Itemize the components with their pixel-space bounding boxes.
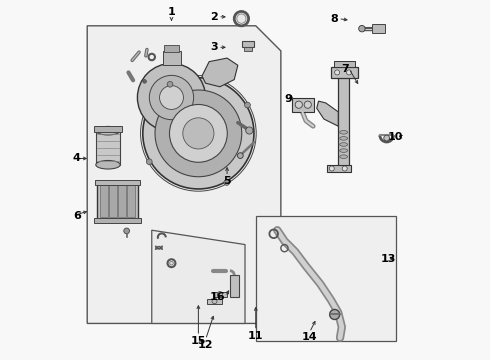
Text: 1: 1 [168,7,175,17]
Text: 9: 9 [284,94,292,104]
Bar [213,292,227,297]
Bar [96,131,120,165]
Ellipse shape [340,155,347,158]
Circle shape [124,228,129,234]
Circle shape [384,135,390,141]
Bar [164,45,179,51]
Ellipse shape [340,143,347,146]
Text: 11: 11 [248,330,264,341]
Bar [118,185,126,217]
Circle shape [147,159,152,165]
Text: 5: 5 [223,176,231,186]
Bar [109,185,117,217]
Circle shape [359,26,365,32]
Text: 14: 14 [302,332,318,342]
Polygon shape [317,101,338,126]
Circle shape [212,299,217,304]
Circle shape [237,14,246,23]
Circle shape [155,90,242,177]
Bar [327,165,351,172]
Bar [94,218,141,223]
Circle shape [143,78,254,189]
Bar [95,180,140,185]
Text: 7: 7 [341,64,349,74]
Circle shape [295,101,302,108]
Text: 8: 8 [330,14,338,24]
Circle shape [137,63,205,132]
Text: 3: 3 [211,42,218,52]
Bar [243,41,254,47]
Circle shape [335,70,340,75]
Bar [230,275,239,297]
Circle shape [160,86,183,109]
Text: 16: 16 [210,292,225,302]
Ellipse shape [340,136,347,140]
Bar [163,51,181,65]
Circle shape [329,166,334,171]
Bar [207,299,221,304]
Circle shape [170,261,173,265]
Circle shape [342,166,347,171]
Text: 12: 12 [198,339,213,350]
Text: 13: 13 [380,254,395,264]
Polygon shape [87,26,281,323]
Bar [100,185,108,217]
Circle shape [304,101,311,108]
Text: 15: 15 [191,336,206,346]
Circle shape [224,180,230,185]
Circle shape [218,292,222,297]
Circle shape [167,81,173,87]
Circle shape [238,153,243,158]
Circle shape [346,70,351,75]
Bar [292,98,314,112]
Circle shape [245,127,253,134]
Ellipse shape [340,131,347,134]
Ellipse shape [340,149,347,152]
Bar [244,46,252,51]
Circle shape [330,310,340,319]
Circle shape [245,102,250,108]
Text: 2: 2 [210,12,218,22]
Text: 10: 10 [388,132,403,142]
Bar [94,126,122,132]
Circle shape [143,80,147,83]
Bar [256,216,395,341]
Polygon shape [152,230,245,323]
Bar [331,67,358,78]
Bar [97,182,138,220]
Bar [334,61,355,67]
Bar [338,76,349,169]
Circle shape [183,118,214,149]
Bar [127,185,135,217]
Ellipse shape [96,126,120,135]
Circle shape [149,75,194,120]
Text: 4: 4 [73,153,81,163]
Bar [372,24,385,33]
Circle shape [170,104,227,162]
Text: 6: 6 [73,211,81,221]
Polygon shape [202,58,238,87]
Ellipse shape [96,161,120,169]
